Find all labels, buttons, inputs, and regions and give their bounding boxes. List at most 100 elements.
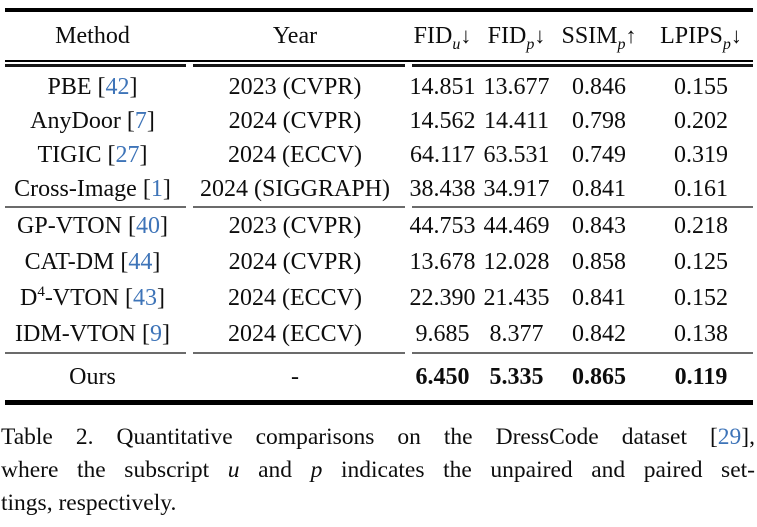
citation-link[interactable]: 27 [115,141,140,168]
caption-line-2: where the subscript u and p indicates th… [1,457,755,483]
table-row-gp-vton: GP-VTON [40] 2023 (CVPR) 44.753 44.469 0… [0,208,757,244]
up-arrow-icon: ↑ [625,22,637,48]
table-caption: Table 2. Quantitative comparisons on the… [1,421,755,520]
column-header-ssim-p: SSIMp↑ [561,22,637,53]
ssim-p-cell: 0.846 [572,73,626,100]
fid-u-cell: 38.438 [409,175,476,202]
column-header-lpips-p: LPIPSp↓ [660,22,742,53]
table-row-ours: Ours - 6.450 5.335 0.865 0.119 [0,354,757,400]
down-arrow-icon: ↓ [460,22,472,48]
year-cell: 2024 (SIGGRAPH) [199,175,390,202]
method-cell: Ours [69,363,116,390]
table-row-tigic: TIGIC [27] 2024 (ECCV) 64.117 63.531 0.7… [0,138,757,172]
caption-line-3: tings, respectively. [1,490,177,516]
fid-u-cell: 22.390 [409,284,476,311]
lpips-p-cell: 0.218 [674,212,728,239]
fid-p-cell: 44.469 [483,212,550,239]
citation-link[interactable]: 42 [105,73,130,100]
fid-u-cell: 64.117 [409,141,476,168]
year-cell: 2023 (CVPR) [228,212,362,239]
ssim-p-cell: 0.841 [572,175,626,202]
column-header-fid-u: FIDu↓ [413,22,472,53]
fid-p-cell: 8.377 [489,320,544,347]
method-cell: PBE [42] [47,73,138,100]
fid-p-cell: 34.917 [483,175,550,202]
fid-p-cell: 13.677 [483,73,550,100]
fid-u-cell: 44.753 [409,212,476,239]
ssim-p-cell: 0.842 [572,320,626,347]
ssim-p-cell: 0.841 [572,284,626,311]
fid-p-cell: 21.435 [483,284,550,311]
year-cell: 2024 (ECCV) [228,320,362,347]
down-arrow-icon: ↓ [730,22,742,48]
lpips-p-cell: 0.152 [674,284,728,311]
table-row-cross-image: Cross-Image [1] 2024 (SIGGRAPH) 38.438 3… [0,172,757,206]
citation-link[interactable]: 29 [717,424,742,450]
table-row-cat-dm: CAT-DM [44] 2024 (CVPR) 13.678 12.028 0.… [0,244,757,280]
ssim-p-cell: 0.749 [572,141,626,168]
method-cell: D4-VTON [43] [19,284,166,311]
caption-line-1: Table 2. Quantitative comparisons on the… [1,424,755,450]
ssim-p-cell: 0.843 [572,212,626,239]
down-arrow-icon: ↓ [534,22,546,48]
citation-link[interactable]: 40 [135,212,160,239]
superscript-4: 4 [37,284,45,300]
table-top-rule [5,8,753,12]
method-cell: CAT-DM [44] [24,248,161,275]
ssim-p-cell: 0.858 [572,248,626,275]
column-header-fid-p: FIDp↓ [487,22,546,53]
table-row-anydoor: AnyDoor [7] 2024 (CVPR) 14.562 14.411 0.… [0,104,757,138]
fid-u-cell: 14.851 [409,73,476,100]
math-var-p: p [310,457,323,483]
lpips-p-cell: 0.202 [674,107,728,134]
citation-link[interactable]: 43 [133,285,158,311]
lpips-p-cell: 0.138 [674,320,728,347]
subscript-p: p [526,35,535,53]
table-bottom-rule [5,400,753,405]
subscript-p: p [617,35,626,53]
column-header-year: Year [272,22,318,49]
lpips-p-cell: 0.161 [674,175,728,202]
year-cell: - [291,363,299,390]
fid-p-cell: 63.531 [483,141,550,168]
subscript-p: p [722,35,731,53]
fid-u-cell: 13.678 [409,248,476,275]
year-cell: 2023 (CVPR) [228,73,362,100]
citation-link[interactable]: 1 [150,175,163,202]
method-cell: GP-VTON [40] [17,212,168,239]
citation-link[interactable]: 9 [149,320,162,347]
year-cell: 2024 (CVPR) [228,107,362,134]
year-cell: 2024 (CVPR) [228,248,362,275]
table-row-pbe: PBE [42] 2023 (CVPR) 14.851 13.677 0.846… [0,70,757,104]
fid-u-cell: 9.685 [415,320,470,347]
lpips-p-cell: 0.319 [674,141,728,168]
header-divider [0,60,757,70]
subscript-u: u [452,35,461,53]
math-var-u: u [227,457,240,483]
fid-u-cell: 6.450 [415,363,470,390]
year-cell: 2024 (ECCV) [228,141,362,168]
ssim-p-cell: 0.865 [572,363,626,390]
lpips-p-cell: 0.125 [674,248,728,275]
citation-link[interactable]: 7 [134,107,147,134]
lpips-p-cell: 0.119 [674,363,728,390]
column-header-method: Method [55,22,130,49]
table-row-d4-vton: D4-VTON [43] 2024 (ECCV) 22.390 21.435 0… [0,280,757,316]
method-cell: IDM-VTON [9] [15,320,170,347]
fid-p-cell: 5.335 [489,363,544,390]
table-header-row: Method Year FIDu↓ FIDp↓ SSIMp↑ LPIPSp↓ [0,12,757,60]
citation-link[interactable]: 44 [128,248,153,275]
group-divider [0,206,757,208]
fid-p-cell: 14.411 [483,107,550,134]
fid-p-cell: 12.028 [483,248,550,275]
year-cell: 2024 (ECCV) [228,284,362,311]
lpips-p-cell: 0.155 [674,73,728,100]
method-cell: AnyDoor [7] [30,107,155,134]
ssim-p-cell: 0.798 [572,107,626,134]
method-cell: TIGIC [27] [37,141,148,168]
fid-u-cell: 14.562 [409,107,476,134]
group-divider [0,352,757,354]
table-row-idm-vton: IDM-VTON [9] 2024 (ECCV) 9.685 8.377 0.8… [0,316,757,352]
method-cell: Cross-Image [1] [14,175,171,202]
